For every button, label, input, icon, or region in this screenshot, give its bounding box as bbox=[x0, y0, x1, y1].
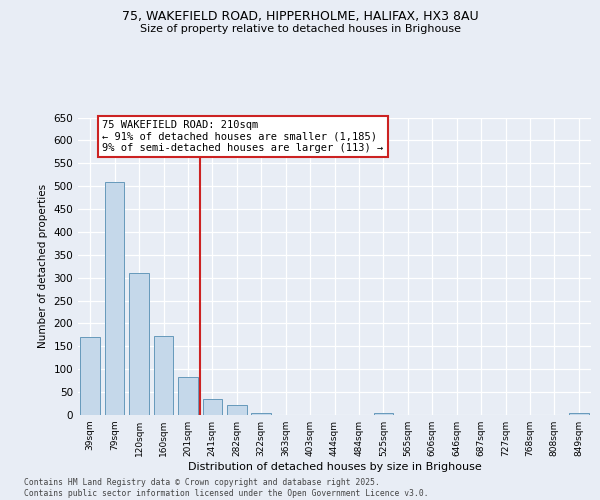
Bar bbox=[178, 378, 198, 415]
Bar bbox=[374, 412, 393, 415]
Bar bbox=[203, 399, 222, 415]
Bar bbox=[130, 273, 149, 415]
Bar bbox=[105, 182, 124, 415]
X-axis label: Distribution of detached houses by size in Brighouse: Distribution of detached houses by size … bbox=[188, 462, 481, 472]
Bar bbox=[227, 405, 247, 415]
Bar bbox=[154, 336, 173, 415]
Bar bbox=[569, 412, 589, 415]
Text: Size of property relative to detached houses in Brighouse: Size of property relative to detached ho… bbox=[139, 24, 461, 34]
Bar bbox=[80, 337, 100, 415]
Bar bbox=[251, 412, 271, 415]
Text: 75, WAKEFIELD ROAD, HIPPERHOLME, HALIFAX, HX3 8AU: 75, WAKEFIELD ROAD, HIPPERHOLME, HALIFAX… bbox=[122, 10, 478, 23]
Text: Contains HM Land Registry data © Crown copyright and database right 2025.
Contai: Contains HM Land Registry data © Crown c… bbox=[24, 478, 428, 498]
Text: 75 WAKEFIELD ROAD: 210sqm
← 91% of detached houses are smaller (1,185)
9% of sem: 75 WAKEFIELD ROAD: 210sqm ← 91% of detac… bbox=[103, 120, 383, 153]
Y-axis label: Number of detached properties: Number of detached properties bbox=[38, 184, 48, 348]
